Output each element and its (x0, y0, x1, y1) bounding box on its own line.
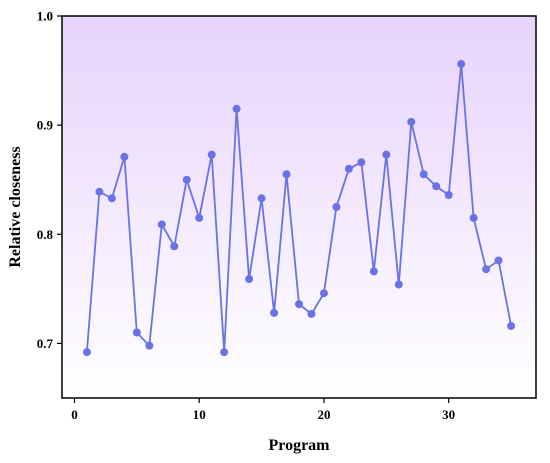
data-point (295, 300, 303, 309)
data-point (332, 203, 341, 211)
x-axis-label: Program (268, 437, 330, 454)
data-point (382, 150, 391, 159)
x-tick-label: 20 (317, 407, 330, 422)
data-point (120, 152, 129, 161)
y-tick-label: 0.8 (37, 227, 54, 242)
x-tick-label: 10 (193, 407, 206, 422)
data-point (257, 194, 266, 203)
data-point (220, 348, 229, 357)
x-tick-label: 0 (71, 407, 78, 422)
data-point (207, 150, 216, 159)
x-tick-label: 30 (442, 407, 455, 422)
x-axis-ticks: 0 10 20 30 (71, 398, 455, 422)
data-point (107, 194, 116, 203)
data-point (282, 170, 291, 179)
data-point (457, 60, 466, 69)
data-point (482, 265, 491, 274)
data-point (195, 213, 204, 222)
data-point (232, 104, 241, 113)
data-point (307, 309, 316, 318)
y-tick-label: 0.9 (37, 118, 54, 133)
plot-frame (61, 15, 537, 399)
y-axis-label: Relative closeness (7, 146, 24, 267)
data-point (95, 187, 104, 196)
data-point (245, 275, 254, 284)
y-axis-ticks: 0.7 0.8 0.9 1.0 (37, 9, 62, 351)
data-point (444, 190, 453, 199)
plot-background (62, 16, 536, 398)
data-point (432, 182, 441, 191)
data-point (419, 170, 428, 179)
data-point (319, 289, 328, 298)
y-tick-label: 1.0 (37, 9, 53, 24)
data-point (145, 341, 154, 350)
data-point (182, 175, 191, 184)
data-point (394, 280, 403, 289)
data-point (469, 213, 478, 222)
data-point (344, 164, 353, 173)
data-point (170, 242, 179, 251)
data-point (357, 158, 366, 167)
data-point (407, 117, 416, 126)
data-point (507, 321, 516, 330)
data-point (82, 348, 91, 357)
data-point (270, 308, 279, 317)
series-layer (82, 60, 516, 357)
y-tick-label: 0.7 (37, 336, 54, 351)
data-point (494, 256, 503, 265)
data-point (157, 220, 166, 229)
data-point (369, 267, 378, 276)
data-point (132, 328, 141, 337)
